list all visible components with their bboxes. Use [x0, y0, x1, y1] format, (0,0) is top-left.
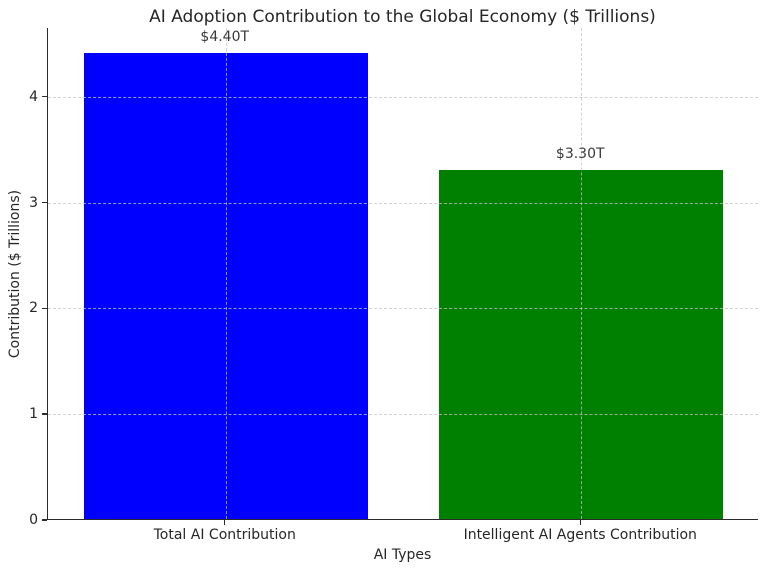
y-tick-mark-0 — [42, 519, 47, 521]
x-tick-label-1: Intelligent AI Agents Contribution — [463, 527, 697, 543]
x-tick-mark-1 — [579, 520, 581, 525]
bar-value-label-1: $3.30T — [555, 145, 605, 162]
bar-0 — [83, 53, 368, 519]
gridline-y-4 — [48, 96, 758, 98]
y-tick-label-1: 1 — [29, 406, 38, 423]
x-tick-mark-0 — [224, 520, 226, 525]
gridline-x-1 — [581, 28, 583, 519]
y-tick-mark-2 — [42, 307, 47, 310]
chart-title: AI Adoption Contribution to the Global E… — [149, 7, 656, 27]
gridline-y-1 — [48, 414, 758, 416]
y-tick-mark-3 — [42, 201, 47, 204]
gridline-y-2 — [48, 308, 758, 310]
y-tick-label-2: 2 — [29, 300, 38, 317]
x-tick-label-0: Total AI Contribution — [153, 527, 296, 543]
y-tick-label-3: 3 — [29, 194, 38, 211]
y-tick-label-0: 0 — [29, 512, 38, 528]
y-axis-label: Contribution ($ Trillions) — [7, 189, 23, 359]
gridline-x-0 — [225, 28, 227, 519]
bar-value-label-0: $4.40T — [200, 29, 250, 46]
gridline-y-3 — [48, 202, 758, 204]
y-tick-label-4: 4 — [29, 88, 38, 105]
y-tick-mark-1 — [42, 413, 47, 415]
bar-1 — [439, 169, 724, 519]
y-tick-mark-4 — [42, 96, 47, 98]
plot-area — [47, 28, 758, 520]
x-axis-label: AI Types — [373, 547, 432, 563]
